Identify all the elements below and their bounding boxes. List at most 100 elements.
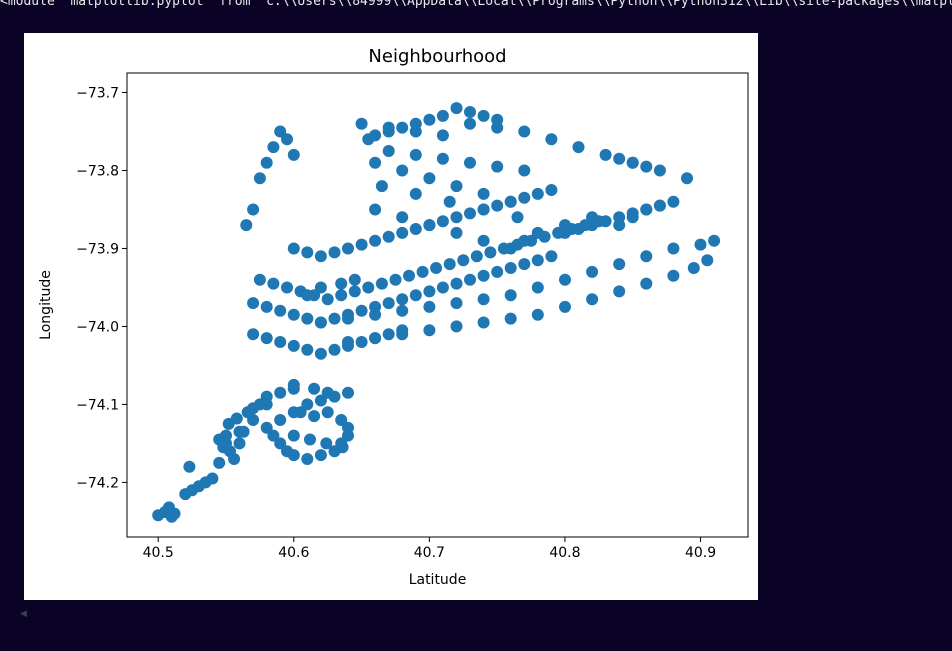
scatter-point [450, 320, 463, 333]
scatter-point [409, 223, 422, 235]
scatter-point [409, 148, 422, 161]
scatter-point [355, 117, 368, 130]
scatter-point [613, 285, 626, 298]
scatter-point [314, 250, 327, 263]
scatter-point [653, 199, 666, 212]
scatter-point [274, 414, 287, 426]
scroll-left-icon[interactable]: ◀ [20, 609, 27, 619]
scatter-point [287, 148, 300, 161]
scatter-point [518, 191, 531, 204]
scatter-point [599, 148, 612, 161]
scatter-point [168, 507, 181, 520]
scatter-point [382, 328, 395, 341]
scatter-point [336, 441, 349, 454]
scatter-point [294, 406, 307, 419]
scatter-point [287, 449, 300, 462]
scatter-point [531, 308, 544, 321]
scatter-point [559, 219, 571, 232]
scatter-point [613, 258, 626, 271]
scatter-point [450, 277, 463, 290]
scatter-point [477, 316, 490, 329]
scatter-point [348, 273, 361, 286]
x-tick-label: 40.5 [143, 545, 174, 561]
scatter-point [504, 289, 517, 302]
scatter-point [253, 273, 266, 286]
scatter-point [301, 398, 314, 411]
scatter-point [464, 207, 476, 220]
scatter-point [348, 285, 361, 298]
scatter-point [477, 203, 490, 216]
scatter-point [640, 250, 653, 263]
cell-output-text: <module 'matplotlib.pyplot' from 'c:\\Us… [0, 0, 952, 9]
scatter-point [308, 410, 321, 423]
scatter-point [518, 125, 531, 138]
scatter-point [369, 156, 382, 169]
scatter-point [436, 129, 449, 142]
scatter-point [491, 265, 504, 278]
scatter-point [382, 145, 395, 157]
scatter-point [640, 160, 653, 173]
scatter-point [247, 297, 260, 310]
scatter-point [491, 160, 504, 173]
scatter-point [287, 429, 300, 442]
scatter-point [382, 230, 395, 243]
scatter-point [267, 141, 280, 154]
scatter-point [301, 453, 314, 465]
scatter-point [335, 414, 348, 426]
scatter-point [314, 316, 327, 329]
scatter-point [183, 460, 196, 473]
scatter-point [281, 133, 293, 146]
scatter-point [423, 324, 436, 337]
scatter-point [457, 254, 470, 267]
scatter-point [240, 219, 253, 232]
scatter-point [253, 172, 266, 185]
scatter-point [491, 113, 504, 126]
scatter-point [355, 304, 368, 317]
scatter-point [423, 285, 436, 298]
scatter-point [230, 412, 243, 425]
scatter-point [355, 336, 368, 348]
scatter-point [436, 109, 449, 122]
scatter-point [572, 223, 585, 235]
scatter-point [301, 312, 314, 325]
scatter-point [518, 164, 531, 177]
x-axis-ticks: 40.5 40.6 40.7 40.8 40.9 [143, 537, 716, 561]
scatter-point [559, 273, 571, 286]
scatter-point [314, 394, 327, 407]
scatter-point [504, 262, 517, 274]
scatter-point [260, 421, 273, 434]
scatter-point [369, 203, 382, 216]
scatter-point [667, 269, 680, 282]
scatter-point [260, 300, 273, 313]
scatter-point [613, 152, 626, 165]
scatter-point [613, 219, 626, 232]
scatter-point [342, 312, 354, 325]
scatter-point [450, 211, 463, 224]
scatter-point [228, 453, 241, 465]
scatter-point [694, 238, 707, 251]
scatter-point [531, 254, 544, 267]
scatter-point [667, 242, 680, 255]
scatter-point [233, 425, 246, 438]
scatter-point [220, 437, 232, 450]
scatter-point [586, 293, 599, 306]
scatter-point [233, 437, 246, 450]
scatter-point [531, 226, 544, 239]
scatter-point [531, 281, 544, 294]
scatter-point [531, 187, 544, 200]
scatter-point [396, 121, 409, 134]
scatter-point [287, 242, 300, 255]
scatter-point [626, 211, 639, 224]
scatter-point [267, 429, 280, 442]
scatter-point [301, 246, 314, 259]
scatter-point [355, 238, 368, 251]
scatter-point [653, 164, 666, 177]
scatter-point [382, 125, 395, 138]
scatter-point [328, 246, 341, 259]
scatter-point [301, 343, 314, 356]
scatter-point [504, 312, 517, 325]
scatter-point [320, 437, 333, 450]
scatter-point [321, 293, 334, 306]
scatter-point [416, 265, 429, 278]
scatter-point [477, 234, 490, 247]
